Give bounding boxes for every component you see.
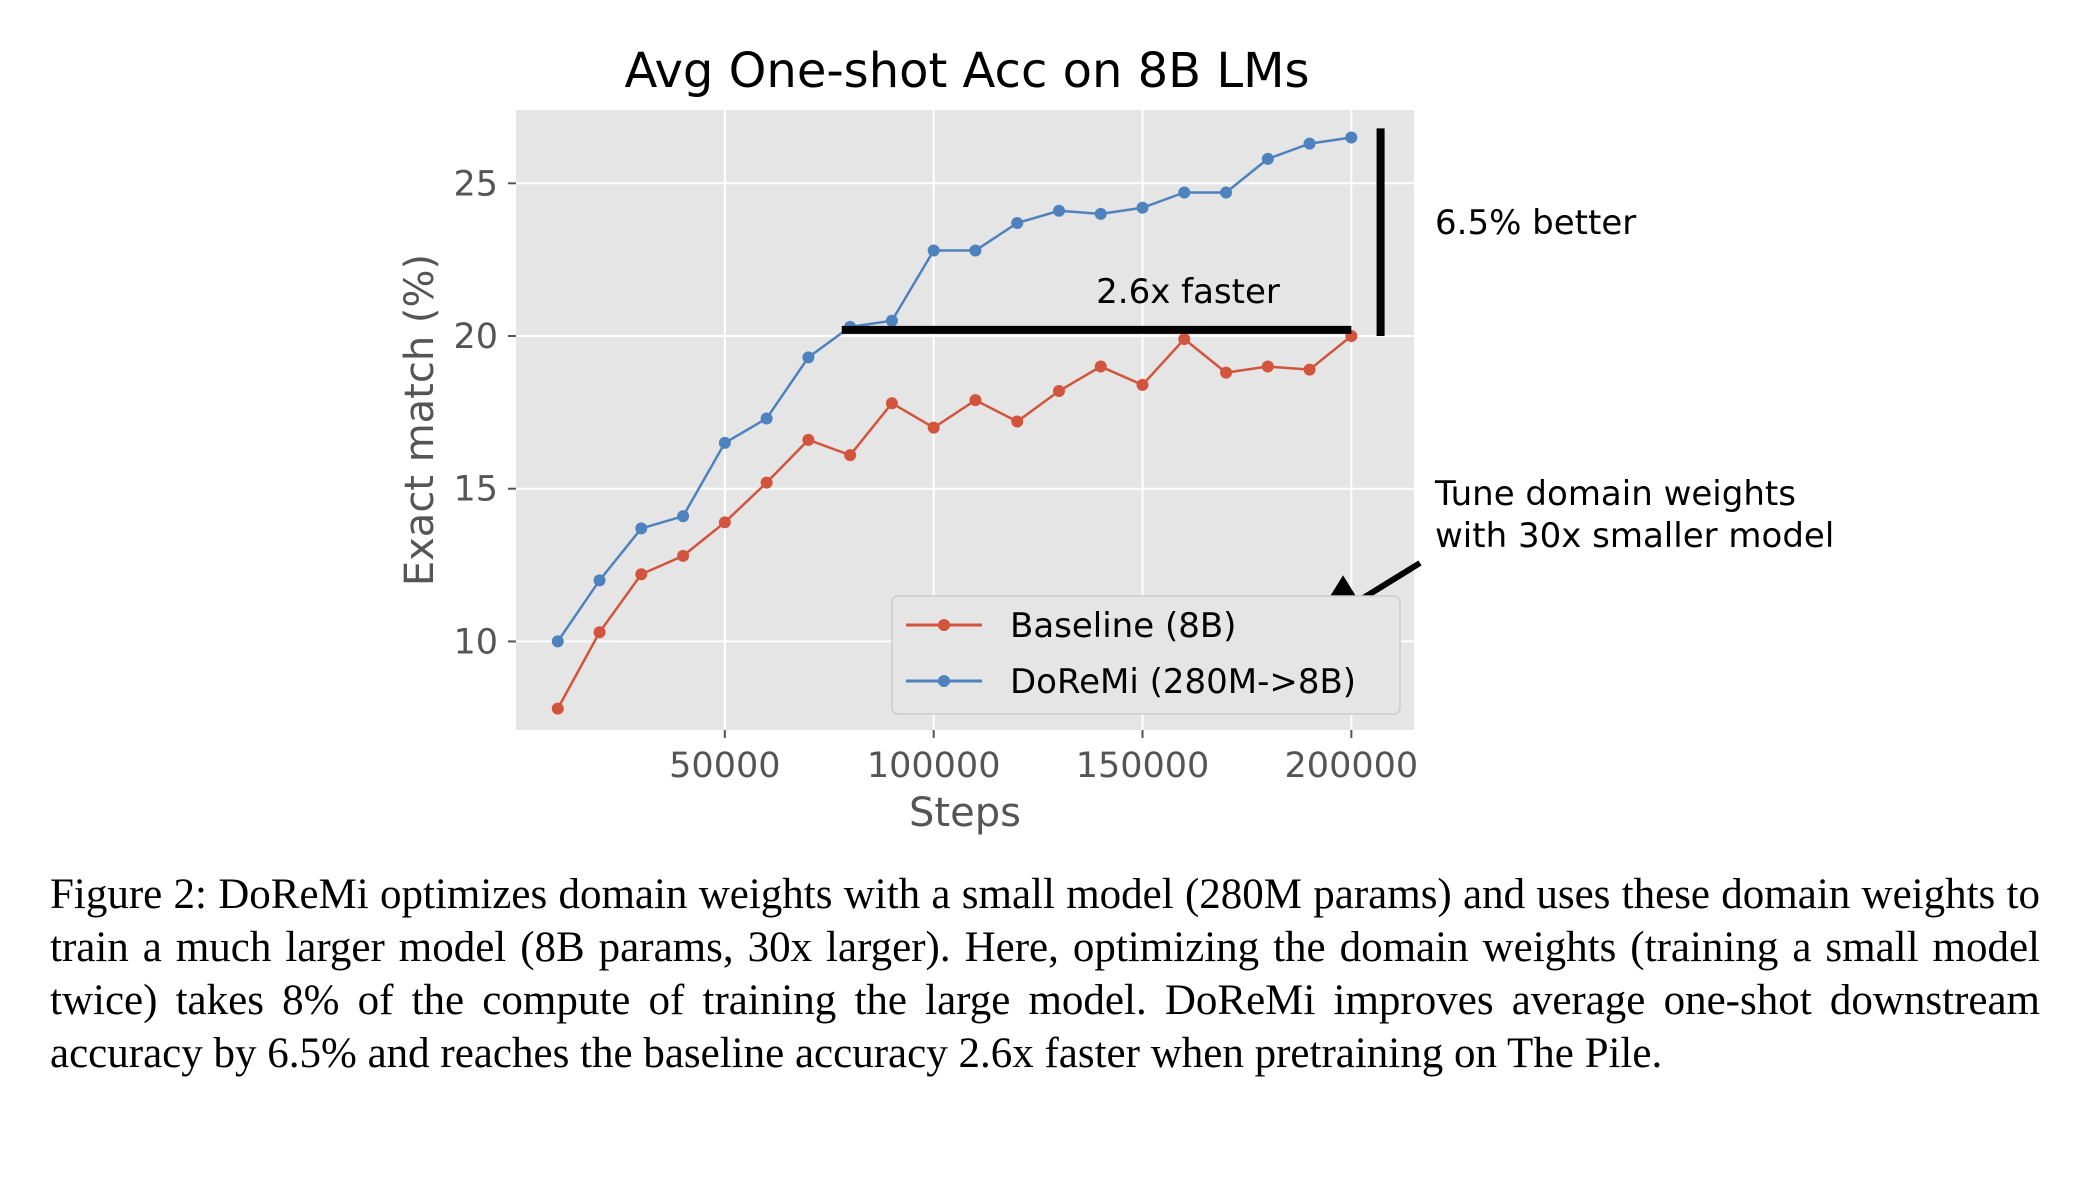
series-point-0 bbox=[718, 516, 731, 529]
series-line-0 bbox=[556, 335, 1353, 710]
series-point-0 bbox=[760, 476, 773, 489]
series-point-0 bbox=[1178, 333, 1191, 346]
series-point-0 bbox=[844, 449, 857, 462]
series-point-1 bbox=[802, 351, 815, 364]
series-point-1 bbox=[635, 522, 648, 535]
series-point-0 bbox=[1052, 384, 1065, 397]
series-point-0 bbox=[1094, 360, 1107, 373]
series-point-1 bbox=[1178, 186, 1191, 199]
series-point-1 bbox=[1303, 137, 1316, 150]
series-point-0 bbox=[677, 549, 690, 562]
annotation-lines bbox=[841, 128, 1385, 337]
better-annotation: 6.5% better bbox=[1435, 203, 1636, 243]
series-point-1 bbox=[1136, 201, 1149, 214]
y-tick-label: 25 bbox=[453, 164, 498, 204]
series-point-0 bbox=[1011, 415, 1024, 428]
x-tick-label: 50000 bbox=[669, 746, 780, 786]
tune-annotation-line1: Tune domain weights bbox=[1434, 474, 1796, 514]
series-point-0 bbox=[885, 397, 898, 410]
series-point-0 bbox=[1303, 363, 1316, 376]
series-point-1 bbox=[718, 436, 731, 449]
legend-box bbox=[891, 595, 1401, 715]
y-tick-label: 10 bbox=[453, 622, 498, 662]
series-point-0 bbox=[635, 568, 648, 581]
legend-doremi-label: DoReMi (280M->8B) bbox=[1010, 662, 1356, 702]
series-point-1 bbox=[969, 244, 982, 257]
series-point-0 bbox=[802, 433, 815, 446]
series-point-1 bbox=[1345, 131, 1358, 144]
series-point-1 bbox=[760, 412, 773, 425]
series-point-1 bbox=[1011, 217, 1024, 230]
x-axis-label: Steps bbox=[909, 790, 1021, 836]
y-tick-label: 20 bbox=[453, 317, 498, 357]
chart: 50000 100000 150000 200000 10 15 20 25 Avg One-… bbox=[397, 43, 1834, 836]
x-tick-label: 150000 bbox=[1076, 746, 1210, 786]
figure-caption: Figure 2: DoReMi optimizes domain weight… bbox=[50, 871, 2040, 1077]
x-tick-label: 100000 bbox=[867, 746, 1001, 786]
series-line-1 bbox=[556, 136, 1352, 643]
series-point-1 bbox=[1261, 152, 1274, 165]
y-tick-label: 15 bbox=[453, 470, 498, 510]
series-point-0 bbox=[593, 626, 606, 639]
legend-baseline-label: Baseline (8B) bbox=[1010, 606, 1236, 646]
chart-title: Avg One-shot Acc on 8B LMs bbox=[624, 43, 1309, 99]
series-point-0 bbox=[1220, 366, 1233, 379]
y-axis-label: Exact match (%) bbox=[397, 254, 443, 586]
series-point-1 bbox=[551, 635, 564, 648]
series-point-0 bbox=[1261, 360, 1274, 373]
faster-annotation: 2.6x faster bbox=[1096, 272, 1280, 312]
series-point-1 bbox=[885, 314, 898, 327]
series-point-1 bbox=[927, 244, 940, 257]
series-point-0 bbox=[927, 421, 940, 434]
series-point-1 bbox=[677, 510, 690, 523]
legend-doremi-marker bbox=[938, 675, 950, 687]
x-tick-label: 200000 bbox=[1285, 746, 1419, 786]
series-point-1 bbox=[1052, 204, 1065, 217]
series-point-0 bbox=[969, 394, 982, 407]
series-point-0 bbox=[551, 702, 564, 715]
legend: Baseline (8B) DoReMi (280M->8B) bbox=[891, 595, 1401, 715]
legend-baseline-marker bbox=[938, 619, 950, 631]
series-point-1 bbox=[1220, 186, 1233, 199]
series-point-1 bbox=[593, 574, 606, 587]
tick-labels: 50000 100000 150000 200000 10 15 20 25 bbox=[453, 164, 1418, 786]
series-layer bbox=[551, 131, 1358, 715]
tune-annotation-line2: with 30x smaller model bbox=[1435, 516, 1834, 556]
series-point-1 bbox=[1094, 207, 1107, 220]
series-point-0 bbox=[1136, 378, 1149, 391]
